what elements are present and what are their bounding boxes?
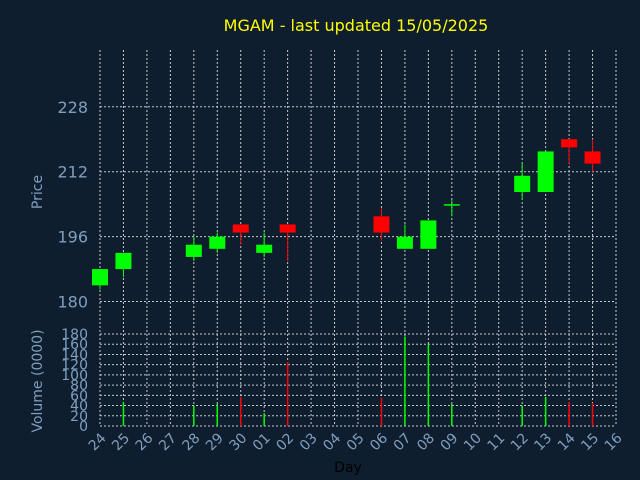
- volume-tick-label: 20: [70, 409, 88, 425]
- price-tick-label: 180: [57, 293, 88, 312]
- chart-title: MGAM - last updated 15/05/2025: [224, 16, 489, 35]
- x-tick-label: 16: [602, 430, 626, 454]
- volume-tick-label: 80: [70, 378, 88, 394]
- volume-bar: [380, 397, 383, 426]
- x-tick-label: 05: [344, 430, 368, 454]
- x-tick-label: 15: [578, 430, 602, 454]
- price-axis-label: Price: [30, 175, 46, 209]
- x-tick-label: 24: [86, 430, 110, 454]
- x-tick-label: 14: [555, 430, 579, 454]
- x-tick-label: 12: [508, 430, 532, 454]
- price-tick-label: 196: [57, 228, 88, 247]
- volume-tick-label: 60: [70, 388, 88, 404]
- candle-body: [185, 244, 202, 257]
- volume-bar: [451, 404, 453, 426]
- candle-body: [279, 224, 296, 233]
- x-tick-label: 06: [367, 430, 391, 454]
- volume-tick-label: 140: [61, 347, 88, 363]
- candle-body: [420, 220, 437, 249]
- candle-body: [443, 204, 460, 206]
- candle-body: [256, 244, 273, 253]
- x-tick-label: 11: [484, 430, 508, 454]
- candle-body: [92, 269, 108, 286]
- price-tick-label: 228: [57, 98, 88, 117]
- volume-tick-label: 180: [61, 327, 88, 343]
- volume-tick-label: 40: [70, 399, 88, 415]
- volume-bar: [239, 396, 242, 426]
- volume-tick-label: 120: [61, 358, 88, 374]
- x-tick-label: 04: [320, 430, 344, 454]
- candle-body: [115, 252, 132, 270]
- candle-body: [514, 175, 531, 192]
- volume-axis-label: Volume (0000): [30, 329, 46, 432]
- volume-bar: [521, 405, 523, 426]
- volume-bar: [286, 362, 289, 426]
- x-tick-label: 08: [414, 430, 438, 454]
- volume-bar: [263, 413, 265, 426]
- volume-bar: [427, 344, 430, 426]
- x-tick-label: 26: [133, 430, 157, 454]
- x-axis-label: Day: [334, 460, 362, 476]
- volume-tick-label: 160: [61, 337, 88, 353]
- x-tick-label: 01: [250, 430, 274, 454]
- x-tick-label: 30: [226, 430, 250, 454]
- x-tick-label: 07: [391, 430, 415, 454]
- x-tick-label: 09: [438, 430, 462, 454]
- volume-bar: [544, 396, 547, 426]
- candle-body: [232, 224, 249, 233]
- x-tick-label: 27: [156, 430, 180, 454]
- volume-bar: [216, 404, 219, 426]
- volume-tick-label: 100: [61, 368, 88, 384]
- x-tick-label: 25: [109, 430, 133, 454]
- volume-bar: [122, 401, 125, 426]
- volume-tick-label: 0: [79, 419, 88, 435]
- candle-body: [396, 236, 413, 249]
- candle-body: [209, 236, 226, 249]
- candle-body: [537, 151, 554, 192]
- x-tick-label: 10: [461, 430, 485, 454]
- x-tick-label: 29: [203, 430, 227, 454]
- x-tick-label: 02: [273, 430, 297, 454]
- candle-body: [373, 216, 390, 233]
- volume-bar: [591, 403, 594, 426]
- volume-bar: [193, 405, 195, 426]
- volume-bar: [568, 401, 570, 426]
- x-tick-label: 13: [531, 430, 555, 454]
- candle-body: [561, 139, 578, 148]
- price-tick-label: 212: [57, 163, 88, 182]
- x-tick-label: 03: [297, 430, 321, 454]
- volume-bar: [404, 336, 406, 426]
- candle-body: [584, 151, 601, 164]
- x-tick-label: 28: [180, 430, 204, 454]
